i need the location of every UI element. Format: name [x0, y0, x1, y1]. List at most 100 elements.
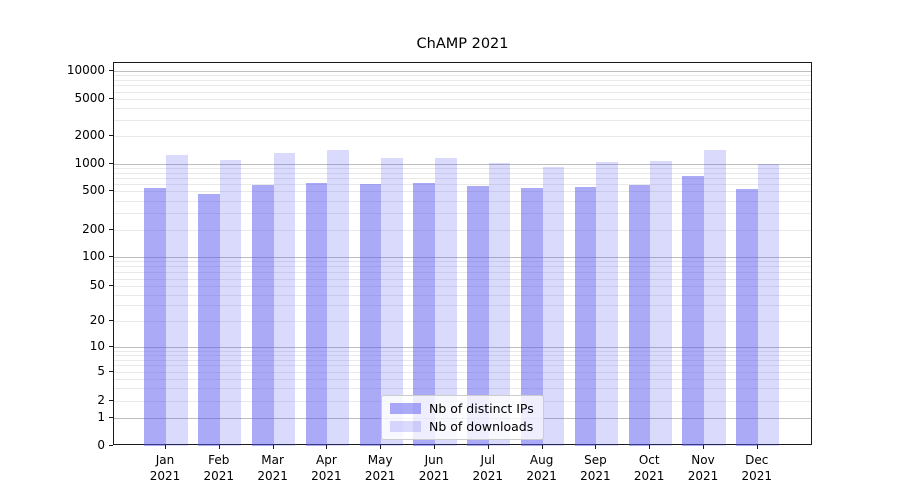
- minor-gridline-500: [114, 191, 811, 193]
- x-tick-label-jun: Jun 2021: [418, 453, 450, 483]
- legend-swatch-distinct-ips: [390, 403, 421, 414]
- bar-distinct-ips-jan: [144, 187, 166, 446]
- x-tick-label-dec: Dec 2021: [741, 453, 773, 483]
- x-tick-mark-may: [380, 445, 382, 449]
- bar-downloads-oct: [650, 161, 672, 446]
- minor-gridline-60: [114, 278, 811, 280]
- y-tick-label-50: 50: [89, 278, 105, 293]
- x-tick-mark-aug: [541, 445, 543, 449]
- bar-downloads-aug: [542, 166, 565, 446]
- y-tick-label-1000: 1000: [74, 156, 105, 171]
- minor-gridline-600: [114, 184, 811, 186]
- minor-gridline-7: [114, 359, 811, 361]
- y-tick-mark-2000: [109, 135, 113, 137]
- bar-downloads-feb: [219, 160, 242, 446]
- y-tick-label-1: 1: [97, 409, 105, 424]
- minor-gridline-5: [114, 371, 811, 373]
- minor-gridline-300: [114, 213, 811, 215]
- bar-distinct-ips-oct: [628, 184, 651, 446]
- y-tick-label-5: 5: [97, 363, 105, 378]
- y-tick-mark-5000: [109, 98, 113, 99]
- x-tick-mark-feb: [218, 445, 220, 449]
- bar-downloads-mar: [273, 153, 296, 446]
- y-tick-mark-500: [109, 190, 113, 192]
- minor-gridline-90: [114, 261, 811, 263]
- y-tick-label-0: 0: [97, 438, 105, 452]
- y-tick-label-10000: 10000: [66, 63, 105, 77]
- legend-item-downloads: Nb of downloads: [390, 419, 534, 434]
- x-tick-mark-jul: [487, 445, 489, 449]
- bar-downloads-jun: [435, 158, 457, 446]
- minor-gridline-7000: [114, 85, 811, 87]
- x-tick-label-aug: Aug 2021: [526, 453, 557, 483]
- bar-downloads-jul: [488, 163, 511, 446]
- x-tick-label-mar: Mar 2021: [257, 453, 288, 483]
- x-tick-mark-sep: [595, 445, 597, 449]
- minor-gridline-6: [114, 365, 811, 367]
- minor-gridline-2000: [114, 136, 811, 138]
- bar-distinct-ips-sep: [574, 187, 597, 446]
- minor-gridline-4000: [114, 108, 811, 110]
- legend-label-downloads: Nb of downloads: [429, 419, 534, 434]
- legend: Nb of distinct IPs Nb of downloads: [381, 395, 544, 440]
- bar-distinct-ips-dec: [736, 189, 758, 446]
- minor-gridline-5000: [114, 99, 811, 100]
- minor-gridline-50: [114, 286, 811, 288]
- y-tick-label-100: 100: [82, 249, 105, 263]
- minor-gridline-80: [114, 266, 811, 268]
- bar-downloads-apr: [327, 150, 349, 446]
- plot-area: Nb of distinct IPs Nb of downloads: [113, 62, 812, 446]
- bar-distinct-ips-feb: [198, 193, 220, 446]
- bar-distinct-ips-may: [359, 184, 382, 446]
- x-tick-mark-dec: [756, 445, 758, 449]
- x-tick-mark-apr: [326, 445, 328, 449]
- x-tick-label-jul: Jul 2021: [472, 453, 504, 483]
- bar-distinct-ips-aug: [521, 188, 543, 446]
- y-tick-mark-1000: [109, 163, 113, 165]
- x-tick-mark-nov: [703, 445, 704, 449]
- y-tick-mark-10: [109, 346, 113, 347]
- bar-distinct-ips-nov: [682, 176, 704, 446]
- minor-gridline-9: [114, 350, 811, 352]
- x-tick-label-nov: Nov 2021: [687, 453, 719, 483]
- y-tick-mark-50: [109, 285, 113, 287]
- y-tick-label-500: 500: [82, 183, 105, 198]
- y-tick-mark-2: [109, 399, 113, 401]
- bar-distinct-ips-apr: [305, 182, 328, 446]
- minor-gridline-8: [114, 354, 811, 356]
- y-tick-label-5000: 5000: [74, 91, 105, 105]
- minor-gridline-200: [114, 230, 811, 232]
- legend-label-distinct-ips: Nb of distinct IPs: [429, 401, 534, 416]
- bar-distinct-ips-jul: [467, 186, 489, 446]
- minor-gridline-3: [114, 387, 811, 389]
- bar-distinct-ips-jun: [413, 183, 435, 446]
- x-tick-mark-oct: [649, 445, 651, 449]
- major-gridline-10000: [114, 71, 811, 72]
- x-tick-label-sep: Sep 2021: [580, 453, 611, 483]
- minor-gridline-400: [114, 200, 811, 202]
- bar-downloads-may: [381, 157, 403, 446]
- y-tick-label-2: 2: [97, 392, 105, 407]
- y-tick-mark-10000: [109, 70, 113, 71]
- y-tick-mark-1: [109, 416, 113, 418]
- y-tick-mark-100: [109, 256, 113, 257]
- minor-gridline-800: [114, 172, 811, 174]
- x-tick-mark-mar: [272, 445, 274, 449]
- x-tick-mark-jan: [165, 445, 166, 449]
- minor-gridline-40: [114, 294, 811, 296]
- x-tick-label-feb: Feb 2021: [203, 453, 235, 483]
- minor-gridline-3000: [114, 119, 811, 121]
- y-tick-mark-200: [109, 229, 113, 231]
- minor-gridline-20: [114, 320, 811, 322]
- y-tick-label-20: 20: [89, 312, 105, 327]
- bar-downloads-dec: [757, 163, 780, 446]
- x-tick-label-may: May 2021: [364, 453, 396, 483]
- x-tick-mark-jun: [434, 445, 435, 449]
- x-tick-label-apr: Apr 2021: [311, 453, 342, 483]
- x-tick-label-jan: Jan 2021: [149, 453, 181, 483]
- bar-distinct-ips-mar: [252, 184, 274, 446]
- bar-downloads-nov: [704, 150, 726, 446]
- minor-gridline-900: [114, 168, 811, 170]
- legend-item-distinct-ips: Nb of distinct IPs: [390, 401, 534, 416]
